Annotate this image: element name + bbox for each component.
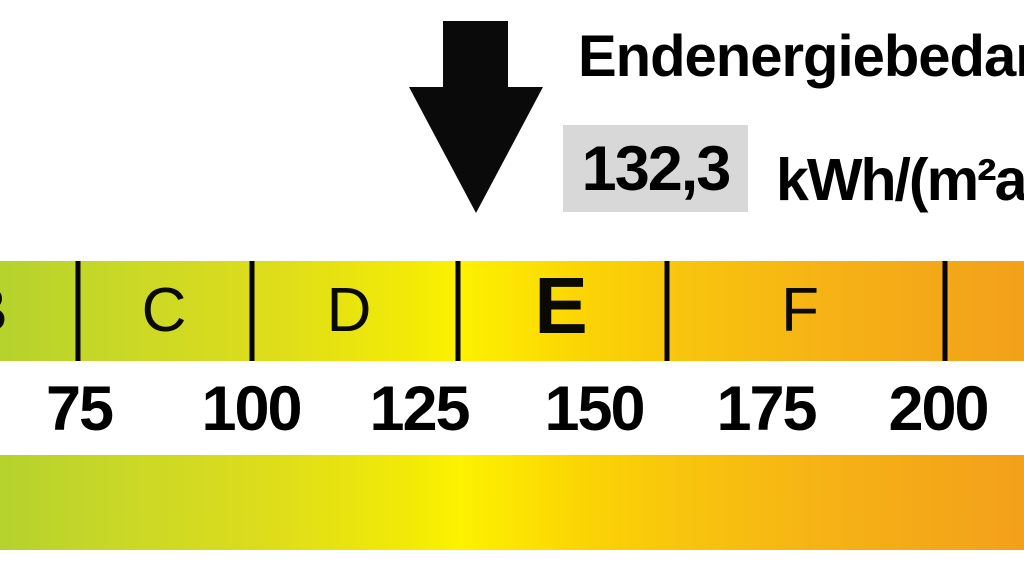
unit-label: kWh/(m²a) (776, 147, 1024, 213)
axis-labels-row: 75 100 125 150 175 200 (0, 374, 1024, 444)
class-label-c: C (141, 276, 187, 345)
value-text: 132,3 (581, 133, 732, 204)
band-tick-75 (75, 261, 81, 361)
class-label-d: D (326, 276, 372, 345)
class-label-e-current: E (534, 261, 588, 351)
axis-label-175: 175 (716, 374, 817, 444)
value-box: 132,3 (563, 125, 748, 212)
axis-label-125: 125 (369, 374, 470, 444)
band-tick-160 (664, 261, 670, 361)
down-arrow-shaft (443, 21, 508, 88)
axis-label-75: 75 (45, 374, 114, 444)
rating-band: B C D E F (0, 261, 1024, 361)
band-tick-130 (455, 261, 461, 361)
band-tick-200 (942, 261, 948, 361)
axis-label-200: 200 (888, 374, 989, 444)
axis-label-150: 150 (544, 374, 645, 444)
class-label-b: B (0, 280, 8, 342)
axis-label-100: 100 (201, 374, 302, 444)
band-tick-100 (249, 261, 255, 361)
section-title: Endenergiebedarf (578, 24, 1024, 89)
class-label-f: F (781, 276, 819, 345)
down-arrow-icon (409, 87, 543, 213)
gradient-band-lower (0, 455, 1024, 550)
